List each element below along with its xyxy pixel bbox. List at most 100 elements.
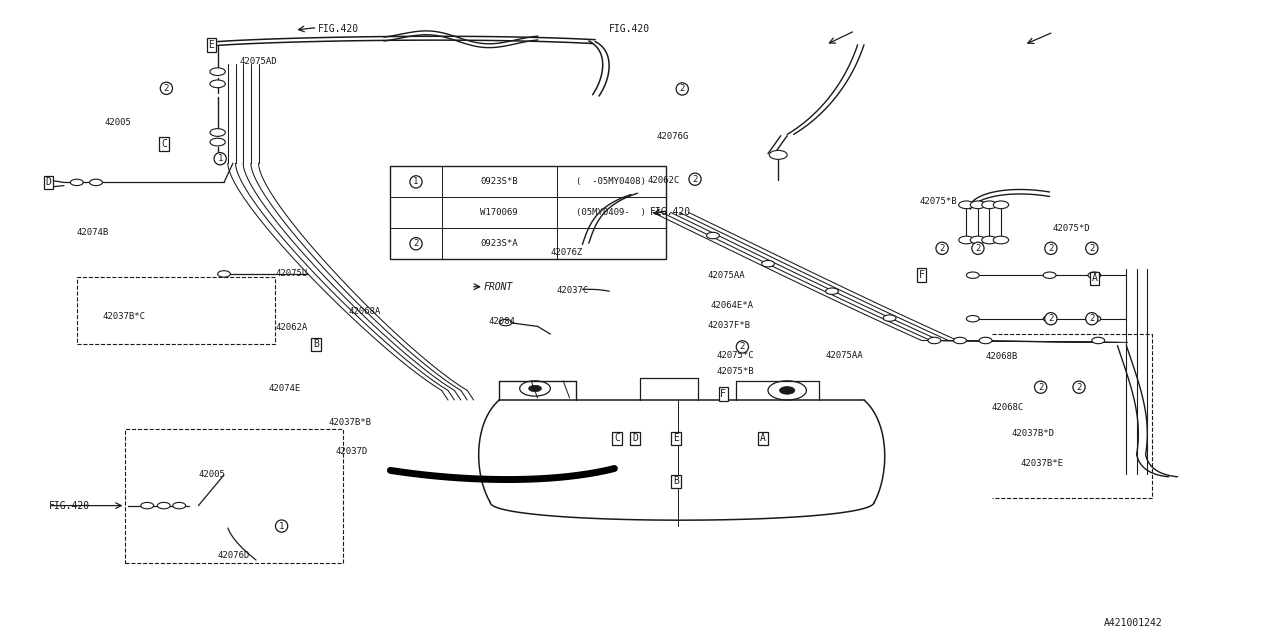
Text: 42037B*C: 42037B*C (102, 312, 146, 321)
Circle shape (993, 201, 1009, 209)
Text: 1: 1 (279, 522, 284, 531)
Text: 2: 2 (1038, 383, 1043, 392)
Text: 42084: 42084 (489, 317, 516, 326)
Text: 2: 2 (164, 84, 169, 93)
Circle shape (762, 260, 774, 267)
Circle shape (210, 68, 225, 76)
Text: 1: 1 (413, 177, 419, 186)
Text: 42075AD: 42075AD (239, 57, 276, 66)
Text: A421001242: A421001242 (1103, 618, 1162, 628)
Circle shape (970, 201, 986, 209)
Text: 42005: 42005 (105, 118, 132, 127)
Text: 2: 2 (1048, 314, 1053, 323)
Text: 42037D: 42037D (335, 447, 367, 456)
Text: 42075*C: 42075*C (717, 351, 754, 360)
Text: 0923S*B: 0923S*B (480, 177, 518, 186)
Circle shape (1092, 337, 1105, 344)
Text: 42075AA: 42075AA (826, 351, 863, 360)
Text: 0923S*A: 0923S*A (480, 239, 518, 248)
Circle shape (970, 236, 986, 244)
Text: 42076G: 42076G (657, 132, 689, 141)
Text: 42064E*A: 42064E*A (710, 301, 754, 310)
Circle shape (173, 502, 186, 509)
Text: 42037B*E: 42037B*E (1020, 460, 1064, 468)
Text: (  -05MY0408): ( -05MY0408) (576, 177, 646, 186)
Bar (390, 166, 666, 259)
Text: FIG.420: FIG.420 (49, 500, 90, 511)
Text: 42062A: 42062A (275, 323, 307, 332)
Bar (77, 277, 275, 344)
Text: (05MY0409-  ): (05MY0409- ) (576, 208, 646, 218)
Circle shape (993, 236, 1009, 244)
Text: 2: 2 (740, 342, 745, 351)
Text: 42075AA: 42075AA (708, 271, 745, 280)
Text: FRONT: FRONT (484, 282, 513, 292)
Text: 42075*D: 42075*D (1052, 224, 1089, 233)
Text: 2: 2 (1076, 383, 1082, 392)
Circle shape (780, 387, 795, 394)
Text: 42062C: 42062C (648, 176, 680, 185)
Circle shape (210, 129, 225, 136)
Text: 42068C: 42068C (992, 403, 1024, 412)
Text: 42037C: 42037C (557, 286, 589, 295)
Circle shape (959, 201, 974, 209)
Text: A: A (1092, 273, 1097, 284)
Text: E: E (673, 433, 678, 444)
Text: 42076D: 42076D (218, 551, 250, 560)
Text: 2: 2 (940, 244, 945, 253)
Text: 2: 2 (1089, 244, 1094, 253)
Text: F: F (919, 270, 924, 280)
Circle shape (210, 80, 225, 88)
Circle shape (966, 316, 979, 322)
Text: 2: 2 (1048, 244, 1053, 253)
Text: 42074E: 42074E (269, 384, 301, 393)
Text: 42075*B: 42075*B (919, 197, 956, 206)
Circle shape (90, 179, 102, 186)
Text: B: B (673, 476, 678, 486)
Text: 42037F*B: 42037F*B (708, 321, 751, 330)
Circle shape (529, 385, 541, 392)
Text: 42005: 42005 (198, 470, 225, 479)
Text: B: B (314, 339, 319, 349)
Circle shape (70, 179, 83, 186)
Circle shape (979, 337, 992, 344)
Text: 42075*B: 42075*B (717, 367, 754, 376)
Text: F: F (721, 389, 726, 399)
Text: 42068A: 42068A (348, 307, 380, 316)
Circle shape (499, 319, 512, 326)
Circle shape (210, 138, 225, 146)
Circle shape (1043, 272, 1056, 278)
Circle shape (826, 288, 838, 294)
Circle shape (1088, 272, 1101, 278)
Circle shape (707, 232, 719, 239)
Circle shape (1088, 316, 1101, 322)
Circle shape (769, 150, 787, 159)
Text: 42076Z: 42076Z (550, 248, 582, 257)
Text: 1: 1 (218, 154, 223, 163)
Text: 2: 2 (692, 175, 698, 184)
Text: 2: 2 (680, 84, 685, 93)
Text: W170069: W170069 (480, 208, 518, 218)
Text: 42075U: 42075U (275, 269, 307, 278)
Text: E: E (209, 40, 214, 50)
Bar (125, 429, 343, 563)
Text: 42037B*D: 42037B*D (1011, 429, 1055, 438)
Text: C: C (614, 433, 620, 444)
Circle shape (982, 236, 997, 244)
Circle shape (1043, 316, 1056, 322)
Text: 42074B: 42074B (77, 228, 109, 237)
Text: C: C (161, 139, 166, 149)
Circle shape (982, 201, 997, 209)
Text: D: D (632, 433, 637, 444)
Circle shape (157, 502, 170, 509)
Circle shape (883, 315, 896, 321)
Circle shape (141, 502, 154, 509)
Circle shape (954, 337, 966, 344)
Text: 2: 2 (975, 244, 980, 253)
Text: 42068B: 42068B (986, 352, 1018, 361)
Circle shape (218, 271, 230, 277)
Text: A: A (760, 433, 765, 444)
Circle shape (959, 236, 974, 244)
Text: D: D (46, 177, 51, 188)
Text: FIG.420: FIG.420 (317, 24, 358, 34)
